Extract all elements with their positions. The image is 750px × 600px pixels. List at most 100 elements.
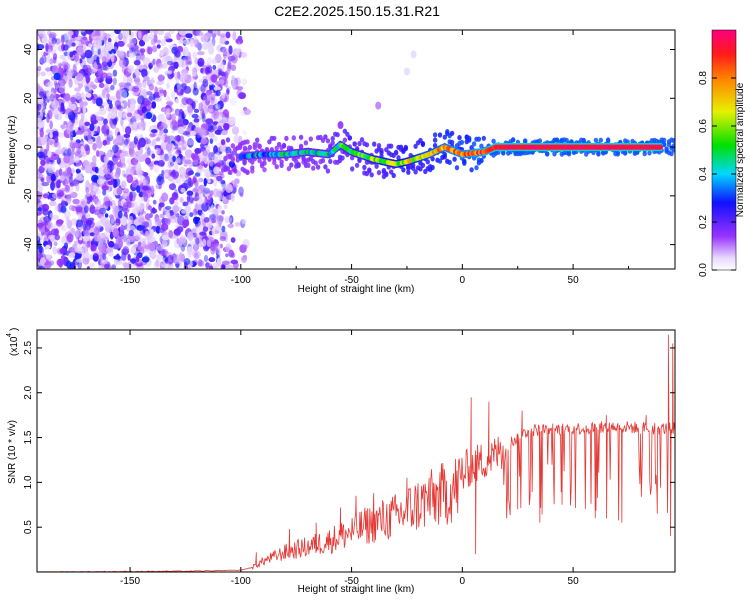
noise-speckle xyxy=(210,152,215,158)
noise-speckle xyxy=(166,96,171,103)
noise-speckle xyxy=(227,116,236,126)
noise-speckle xyxy=(220,130,228,136)
noise-speckle xyxy=(145,138,151,145)
noise-speckle xyxy=(241,78,248,86)
noise-speckle xyxy=(172,257,180,264)
noise-speckle xyxy=(160,107,167,113)
noise-speckle xyxy=(84,183,91,193)
noise-speckle xyxy=(49,132,53,139)
noise-speckle xyxy=(141,68,148,78)
noise-speckle xyxy=(189,240,198,246)
noise-speckle xyxy=(135,254,140,263)
noise-speckle xyxy=(102,189,107,196)
ridge-halo xyxy=(669,151,674,157)
noise-speckle xyxy=(193,108,200,113)
ridge-halo xyxy=(298,134,304,140)
noise-speckle xyxy=(169,197,175,205)
snr-y-multiplier-exponent: 4 xyxy=(6,333,13,337)
noise-speckle xyxy=(180,245,186,252)
noise-speckle xyxy=(132,121,138,130)
noise-speckle xyxy=(205,262,210,269)
noise-speckle xyxy=(79,99,84,110)
noise-speckle xyxy=(181,173,186,183)
ridge-halo xyxy=(230,157,235,163)
noise-speckle xyxy=(58,63,63,68)
noise-speckle xyxy=(75,168,81,174)
noise-speckle xyxy=(215,247,219,256)
noise-speckle xyxy=(83,196,88,206)
noise-speckle xyxy=(165,218,172,225)
noise-speckle xyxy=(199,231,207,236)
noise-speckle xyxy=(173,121,181,129)
noise-speckle xyxy=(37,97,44,105)
noise-speckle xyxy=(187,105,194,113)
noise-speckle xyxy=(54,234,60,241)
noise-speckle xyxy=(158,233,165,243)
noise-speckle xyxy=(112,228,119,238)
noise-speckle xyxy=(45,67,51,72)
noise-speckle xyxy=(227,223,234,229)
noise-speckle xyxy=(81,111,85,122)
noise-speckle xyxy=(231,126,240,135)
noise-speckle xyxy=(87,237,94,242)
noise-speckle xyxy=(207,178,211,184)
noise-speckle xyxy=(174,164,179,171)
noise-speckle xyxy=(88,43,93,49)
noise-speckle xyxy=(70,135,74,141)
spectrogram-axes: -150 -100 -50 0 50 -40 -20 0 20 40 xyxy=(23,30,675,286)
noise-speckle xyxy=(168,183,177,191)
noise-speckle xyxy=(84,251,90,260)
noise-speckle xyxy=(197,259,203,267)
noise-speckle xyxy=(153,163,160,173)
noise-speckle xyxy=(180,156,186,161)
isolated-spot xyxy=(337,121,344,130)
ridge-halo xyxy=(413,143,418,149)
ridge-halo xyxy=(225,137,231,143)
noise-speckle xyxy=(213,230,219,235)
noise-speckle xyxy=(102,175,108,180)
noise-speckle xyxy=(121,180,127,187)
noise-speckle xyxy=(112,118,118,126)
noise-speckle xyxy=(37,30,46,36)
noise-speckle xyxy=(203,254,209,263)
noise-speckle xyxy=(213,145,218,155)
noise-speckle xyxy=(72,142,80,149)
noise-speckle xyxy=(164,32,172,40)
noise-speckle xyxy=(151,129,158,134)
noise-speckle xyxy=(204,172,213,178)
ridge-halo xyxy=(335,132,340,138)
colorbar-gradient xyxy=(711,29,737,271)
noise-speckle xyxy=(68,175,73,184)
noise-speckle xyxy=(42,105,47,110)
ridge-halo xyxy=(220,139,226,145)
ridge-halo xyxy=(376,170,382,176)
noise-speckle xyxy=(37,111,41,116)
snr-y-axis-label: SNR (10 * v/v) xyxy=(7,420,18,484)
noise-speckle xyxy=(178,39,184,45)
noise-speckle xyxy=(37,219,43,230)
noise-speckle xyxy=(49,58,54,65)
noise-speckle xyxy=(118,238,123,249)
snr-plot-area xyxy=(37,334,675,572)
noise-speckle xyxy=(221,260,230,266)
noise-speckle xyxy=(200,67,204,74)
noise-speckle xyxy=(57,132,64,138)
noise-speckle xyxy=(216,257,222,267)
noise-speckle xyxy=(95,150,100,157)
noise-speckle xyxy=(52,246,57,255)
noise-speckle xyxy=(117,200,125,207)
noise-speckle xyxy=(141,106,147,114)
noise-speckle xyxy=(92,183,99,193)
noise-speckle xyxy=(168,230,174,239)
noise-speckle xyxy=(117,210,123,219)
noise-speckle xyxy=(175,177,181,184)
noise-speckle xyxy=(217,125,223,134)
snr-x-tick-label: 50 xyxy=(568,576,580,587)
noise-speckle xyxy=(202,168,210,173)
noise-speckle xyxy=(161,133,165,142)
noise-speckle xyxy=(50,173,56,182)
noise-speckle xyxy=(182,131,190,136)
noise-speckle xyxy=(155,147,161,155)
noise-speckle xyxy=(222,55,229,61)
noise-speckle xyxy=(235,48,242,53)
